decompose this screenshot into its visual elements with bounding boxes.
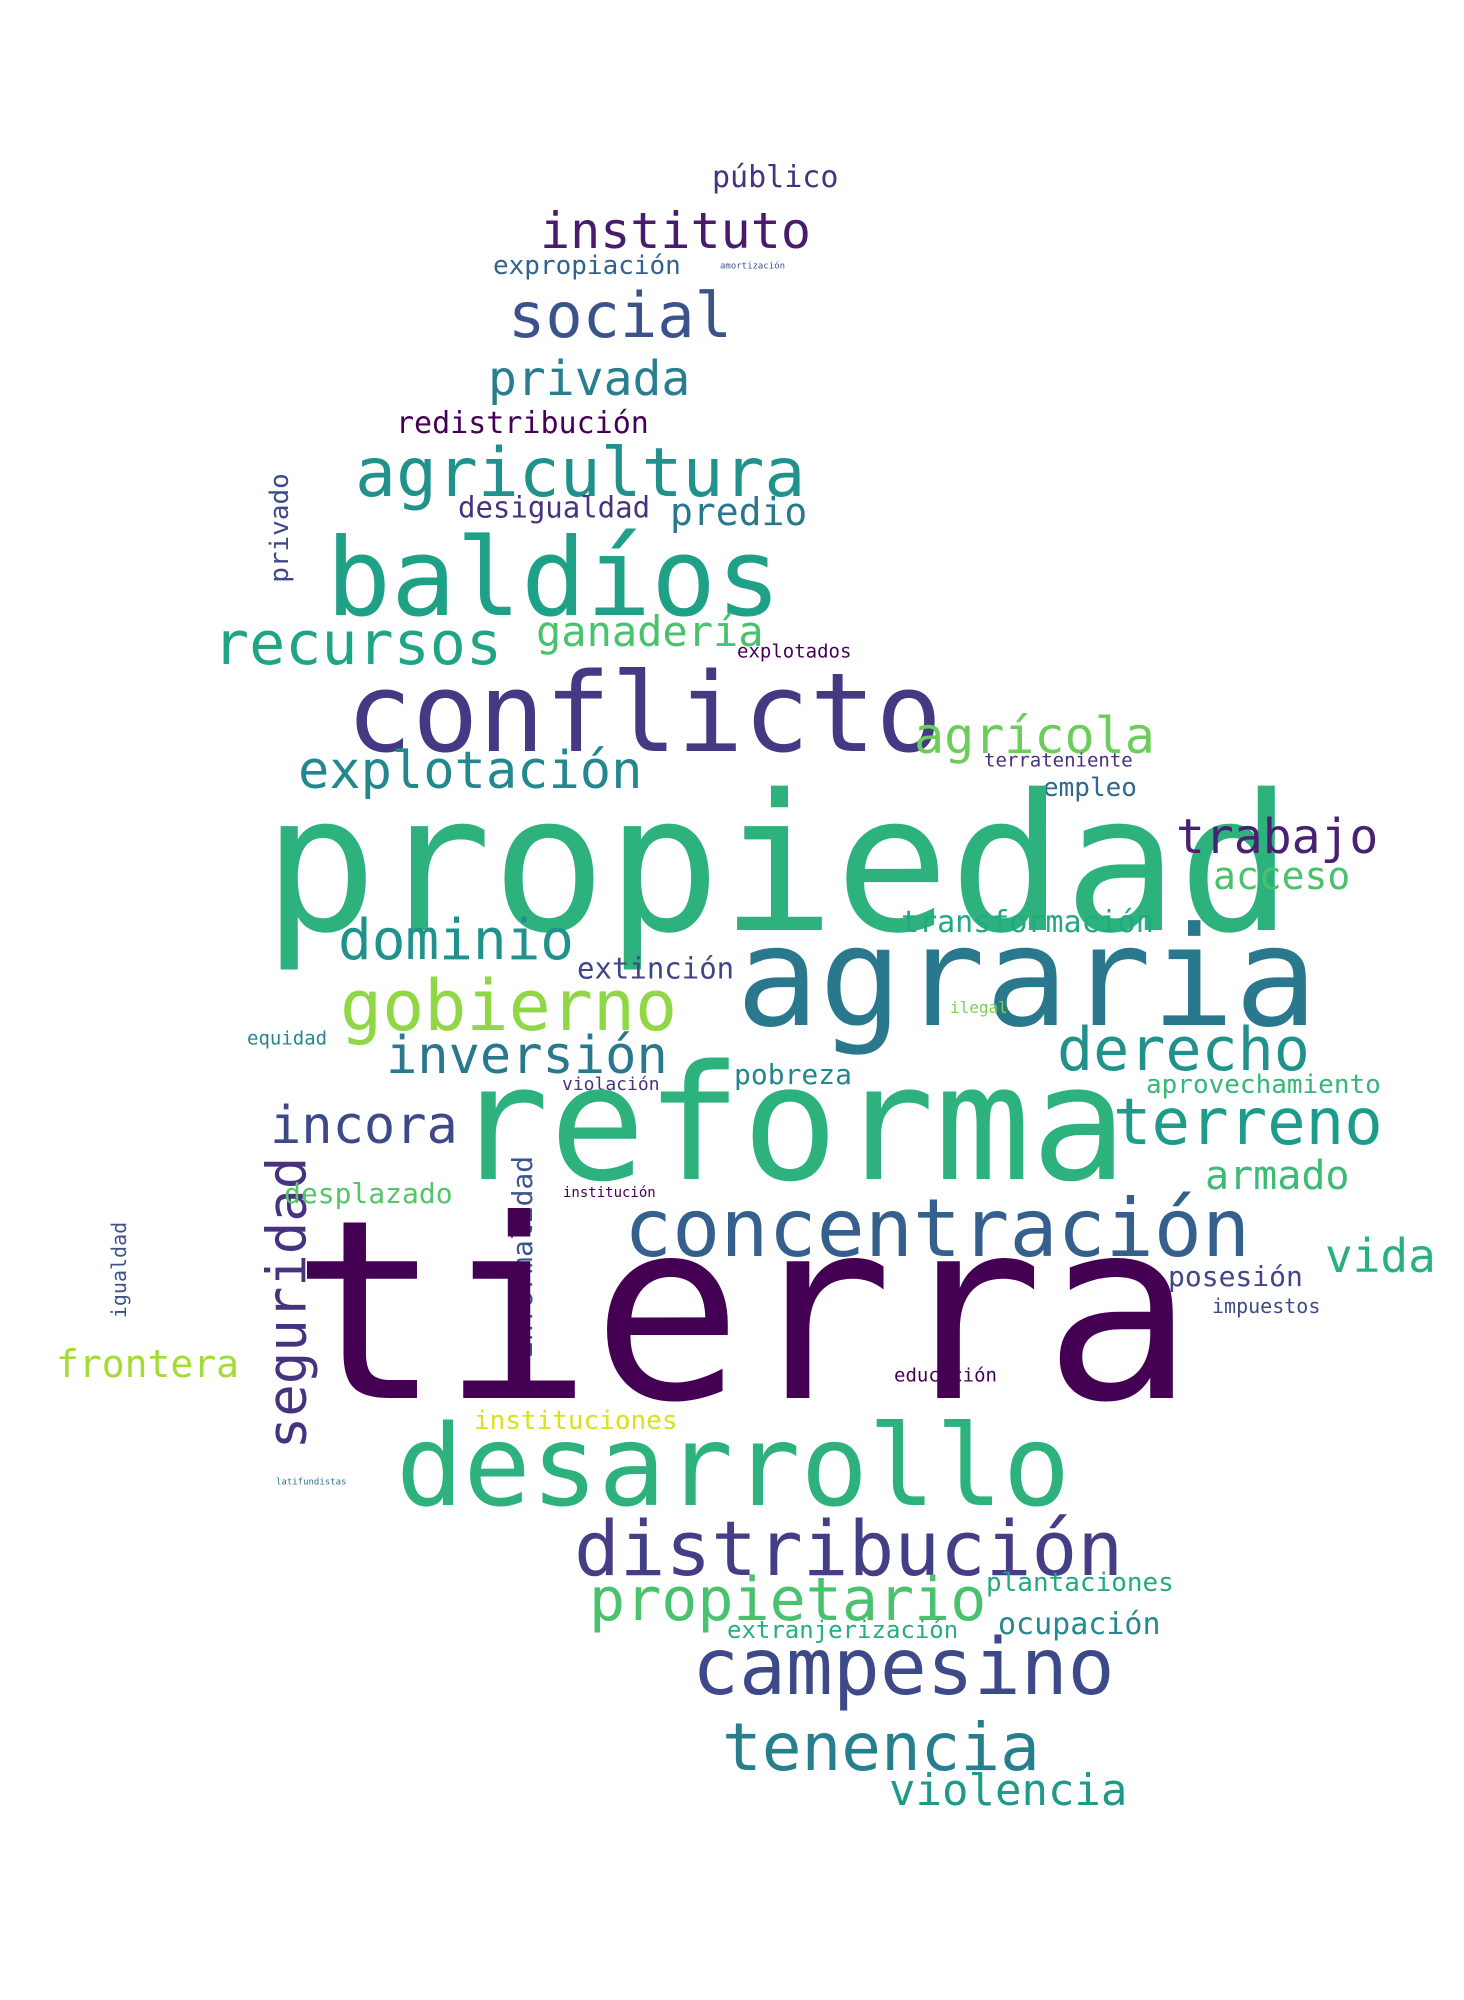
- word-desplazado: desplazado: [284, 1177, 453, 1210]
- word-amortizacion: amortización: [720, 261, 786, 272]
- word-tierra: tierra: [291, 1166, 1195, 1457]
- word-agricola: agrícola: [914, 707, 1155, 765]
- word-recursos: recursos: [213, 609, 502, 679]
- word-ilegal: ilegal: [950, 998, 1008, 1017]
- word-explotados: explotados: [737, 640, 852, 663]
- word-conflicto: conflicto: [346, 649, 943, 777]
- word-ocupacion: ocupación: [998, 1607, 1161, 1642]
- word-baldios: baldíos: [326, 516, 782, 641]
- word-terrateniente: terrateniente: [984, 749, 1133, 772]
- word-violencia: violencia: [889, 1765, 1128, 1816]
- word-instituto: instituto: [540, 202, 811, 260]
- word-campesino: campesino: [692, 1623, 1115, 1713]
- word-trabajo: trabajo: [1176, 809, 1379, 865]
- word-equidad: equidad: [247, 1027, 328, 1050]
- word-frontera: frontera: [56, 1342, 240, 1386]
- word-inversion: inversión: [386, 1026, 668, 1086]
- word-publico: público: [712, 160, 839, 195]
- word-dominio: dominio: [338, 908, 575, 973]
- word-transformacion: transformación: [901, 905, 1154, 940]
- word-reforma: reforma: [453, 1030, 1128, 1217]
- word-desigualdad: desigualdad: [458, 490, 651, 525]
- word-violacion: violación: [562, 1074, 660, 1095]
- word-latifundistas: latifundistas: [276, 1477, 347, 1488]
- word-extincion: extinción: [577, 951, 735, 986]
- word-agraria: agraria: [736, 897, 1318, 1058]
- word-privada: privada: [488, 351, 691, 407]
- word-armado: armado: [1205, 1153, 1350, 1199]
- word-privado: privado: [264, 473, 295, 583]
- word-agricultura: agricultura: [355, 434, 806, 513]
- word-explotacion: explotación: [298, 741, 643, 801]
- word-derecho: derecho: [1057, 1015, 1310, 1085]
- word-gobierno: gobierno: [340, 965, 678, 1047]
- word-extranjerizacion: extranjerización: [727, 1616, 959, 1644]
- word-social: social: [508, 279, 732, 352]
- word-plantaciones: plantaciones: [986, 1568, 1174, 1598]
- word-empleo: empleo: [1043, 773, 1137, 803]
- word-igualdad: igualdad: [107, 1221, 132, 1319]
- word-institucion: institución: [563, 1185, 656, 1201]
- word-acceso: acceso: [1213, 854, 1351, 898]
- word-terreno: terreno: [1113, 1086, 1383, 1160]
- word-instituciones: instituciones: [474, 1406, 678, 1436]
- word-propiedad: propiedad: [263, 754, 1293, 975]
- word-impuestos: impuestos: [1212, 1294, 1321, 1318]
- word-distribucion: distribución: [574, 1504, 1124, 1593]
- word-posesion: posesión: [1168, 1260, 1303, 1293]
- word-propietario: propietario: [589, 1565, 987, 1635]
- word-vida: vida: [1325, 1229, 1436, 1283]
- word-ganaderia: ganadería: [536, 607, 764, 656]
- word-desarrollo: desarrollo: [396, 1402, 1071, 1532]
- word-tenencia: tenencia: [722, 1709, 1040, 1786]
- word-predio: predio: [670, 490, 808, 534]
- word-pobreza: pobreza: [734, 1058, 853, 1091]
- word-concentracion: concentración: [624, 1182, 1251, 1275]
- word-educacion: educación: [894, 1364, 997, 1387]
- word-aprovechamiento: aprovechamiento: [1146, 1070, 1381, 1100]
- word-expropiacion: expropiación: [493, 251, 681, 281]
- word-incora: incora: [270, 1096, 458, 1156]
- word-redistribucion: redistribución: [396, 406, 649, 441]
